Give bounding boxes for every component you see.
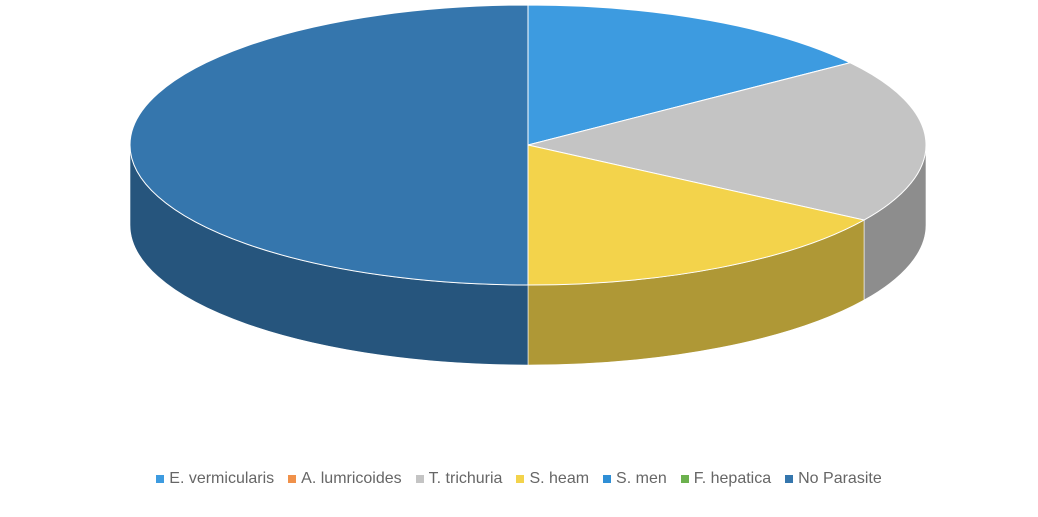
legend-item: S. heam xyxy=(516,470,589,488)
legend-label: A. lumricoides xyxy=(301,470,402,487)
legend-item: T. trichuria xyxy=(415,470,503,488)
legend-swatch xyxy=(288,475,297,483)
legend-item: A. lumricoides xyxy=(288,470,402,488)
legend-swatch xyxy=(680,475,689,483)
legend-swatch xyxy=(415,475,424,483)
legend-label: S. men xyxy=(616,470,667,487)
legend-item: F. hepatica xyxy=(680,470,772,488)
legend-label: T. trichuria xyxy=(428,470,503,487)
legend: E. vermicularis A. lumricoides T. trichuri… xyxy=(0,470,1038,488)
pie-area xyxy=(129,4,927,366)
slice xyxy=(527,62,927,221)
legend-swatch xyxy=(603,475,612,483)
legend-item: No Parasite xyxy=(785,470,882,488)
legend-item: S. men xyxy=(603,470,667,488)
legend-label: E. vermicularis xyxy=(169,470,275,487)
legend-label: F. hepatica xyxy=(693,470,772,487)
legend-swatch xyxy=(516,475,525,483)
legend-swatch xyxy=(785,475,794,483)
slice xyxy=(129,4,529,286)
legend-label: S. heam xyxy=(529,470,590,487)
slice xyxy=(527,144,866,286)
legend-swatch xyxy=(156,475,165,483)
legend-item: E. vermicularis xyxy=(156,470,274,488)
legend-label: No Parasite xyxy=(798,470,882,487)
slice xyxy=(527,4,852,146)
